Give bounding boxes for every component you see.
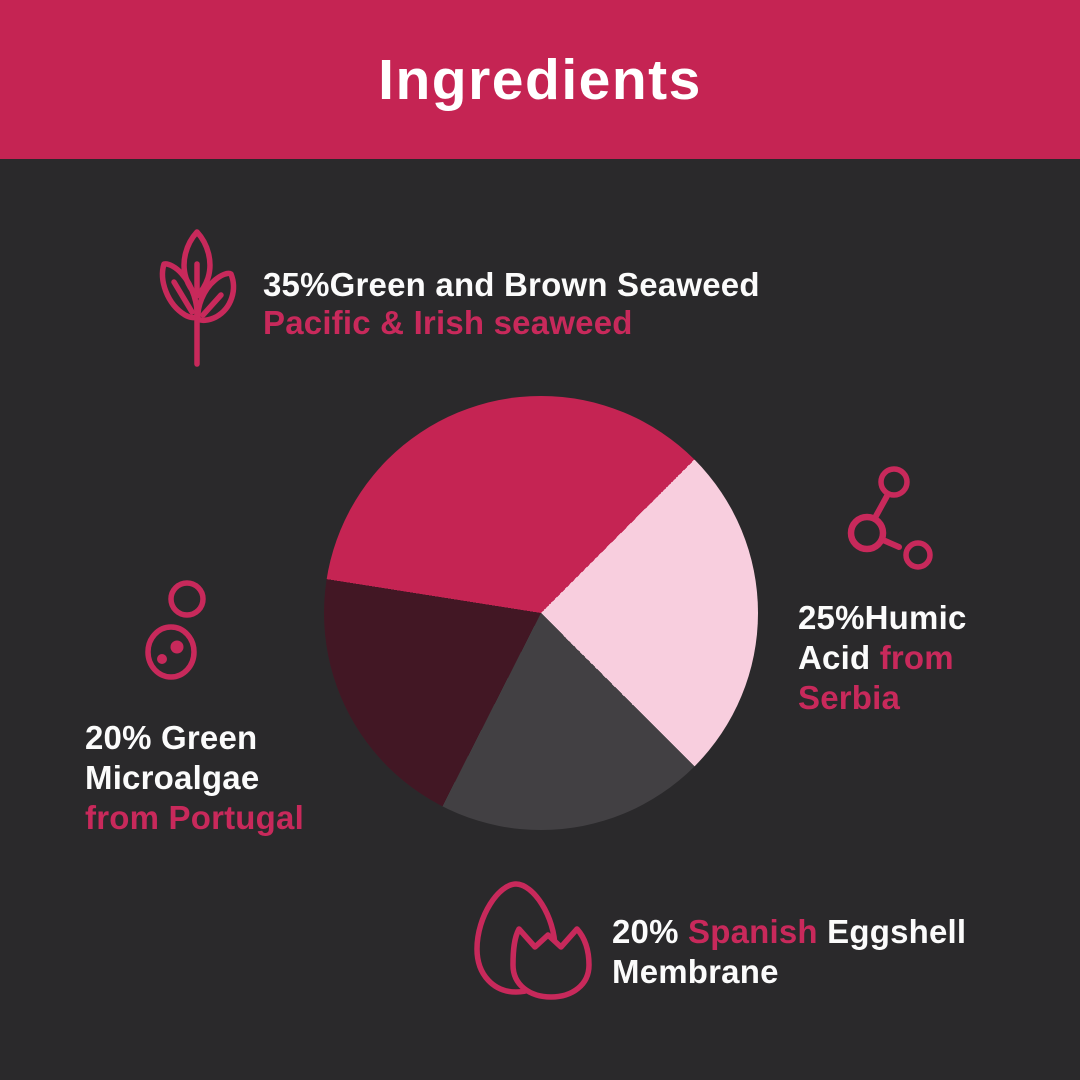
eggshell-line-1: 20% Spanish Eggshell: [612, 913, 967, 950]
label-seaweed: 35%Green and Brown Seaweed Pacific & Iri…: [263, 266, 760, 342]
microalgae-origin: from Portugal: [85, 799, 304, 836]
eggshell-line-2: Membrane: [612, 953, 779, 990]
label-humic-acid: 25%Humic Acid from Serbia: [798, 598, 967, 718]
header-banner: Ingredients: [0, 0, 1080, 159]
cracked-egg-icon: [474, 881, 592, 1000]
microalgae-line-1: 20% Green: [85, 719, 258, 756]
microalgae-cells-icon: [145, 580, 206, 680]
plant-sprig-icon: [159, 229, 237, 367]
page-title: Ingredients: [378, 47, 702, 112]
pie-chart: [324, 396, 758, 830]
humic-line-1: 25%Humic: [798, 599, 967, 636]
molecule-icon: [847, 466, 933, 570]
humic-origin: Serbia: [798, 679, 901, 716]
microalgae-line-2: Microalgae: [85, 759, 260, 796]
humic-line-2: Acid from: [798, 639, 954, 676]
label-eggshell: 20% Spanish Eggshell Membrane: [612, 912, 966, 992]
seaweed-headline: 35%Green and Brown Seaweed: [263, 266, 760, 303]
seaweed-origin: Pacific & Irish seaweed: [263, 304, 633, 341]
label-microalgae: 20% Green Microalgae from Portugal: [85, 718, 304, 838]
